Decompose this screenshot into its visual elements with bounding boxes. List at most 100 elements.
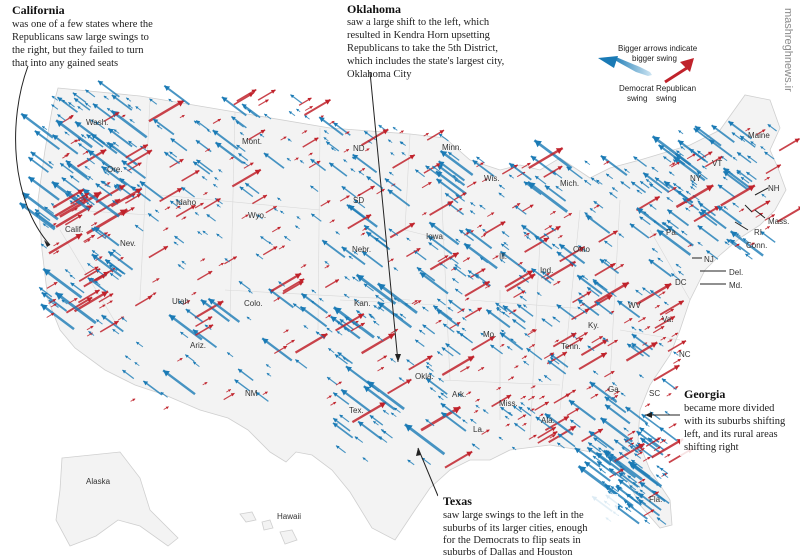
state-label-tex: Tex. bbox=[349, 406, 364, 415]
arrowhead bbox=[544, 401, 549, 406]
arrowhead bbox=[393, 267, 397, 271]
arrowhead bbox=[587, 287, 592, 291]
arrowhead bbox=[285, 329, 289, 333]
arrowhead bbox=[358, 421, 364, 427]
arrowhead bbox=[438, 133, 443, 138]
arrowhead bbox=[797, 206, 800, 210]
arrowhead bbox=[612, 187, 616, 191]
arrowhead bbox=[692, 153, 696, 157]
arrowhead bbox=[455, 238, 459, 242]
arrowhead bbox=[584, 160, 588, 164]
state-label-ariz: Ariz. bbox=[190, 341, 206, 350]
arrowhead bbox=[66, 163, 73, 169]
arrowhead bbox=[60, 163, 65, 167]
arrowhead bbox=[663, 156, 667, 160]
arrowhead bbox=[474, 274, 480, 279]
republican-swing-arrow bbox=[720, 184, 756, 207]
state-label-alaska: Alaska bbox=[86, 477, 111, 486]
state-labels: Wash. Ore. Calif. Nev. Idaho Mont. Wyo. … bbox=[65, 118, 789, 521]
arrowhead bbox=[568, 213, 572, 217]
arrowhead bbox=[617, 300, 623, 306]
democrat-swing-arrow bbox=[212, 129, 239, 151]
arrowhead bbox=[609, 263, 615, 269]
arrowhead bbox=[238, 281, 243, 285]
arrowhead bbox=[475, 410, 479, 413]
arrowhead bbox=[534, 235, 540, 241]
arrowhead bbox=[618, 479, 624, 485]
republican-swing-arrow bbox=[625, 341, 658, 362]
democrat-swing-arrow bbox=[268, 288, 294, 309]
annotation-oklahoma-line-4: which includes the state's largest city, bbox=[347, 56, 504, 67]
state-label-ga: Ga. bbox=[608, 385, 621, 394]
democrat-swing-arrow bbox=[340, 388, 372, 413]
arrowhead bbox=[717, 156, 723, 161]
arrowhead bbox=[436, 178, 443, 185]
arrowhead bbox=[75, 233, 83, 240]
arrowhead bbox=[106, 142, 110, 146]
leader-lines bbox=[15, 65, 769, 497]
arrowhead bbox=[532, 385, 536, 389]
arrowhead bbox=[425, 133, 429, 136]
state-label-nd: ND bbox=[353, 144, 365, 153]
arrowhead bbox=[523, 304, 526, 308]
arrowhead bbox=[596, 205, 600, 208]
arrowhead bbox=[100, 180, 105, 184]
arrowhead bbox=[179, 159, 184, 163]
arrowhead bbox=[274, 208, 277, 211]
annotation-georgia-line-3: left, and its rural areas bbox=[684, 429, 778, 440]
arrowhead bbox=[728, 121, 734, 127]
arrowhead bbox=[678, 140, 685, 146]
arrowhead bbox=[612, 230, 618, 235]
arrowhead bbox=[691, 180, 695, 184]
arrowhead bbox=[314, 137, 319, 142]
arrowhead bbox=[455, 288, 459, 292]
arrowhead bbox=[702, 165, 705, 169]
democrat-swing-arrow bbox=[544, 412, 574, 436]
arrowhead bbox=[331, 219, 335, 223]
arrowhead bbox=[429, 222, 436, 229]
arrowhead bbox=[674, 332, 678, 336]
arrowhead bbox=[690, 186, 694, 189]
state-label-hawaii: Hawaii bbox=[277, 512, 301, 521]
arrowhead bbox=[647, 326, 651, 329]
arrowhead bbox=[682, 198, 688, 203]
democrat-swing-arrow bbox=[163, 84, 191, 106]
democrat-swing-arrow bbox=[588, 430, 615, 451]
arrowhead bbox=[339, 414, 344, 419]
arrowhead bbox=[362, 251, 368, 257]
arrowhead bbox=[632, 482, 637, 486]
arrowhead bbox=[470, 357, 474, 361]
arrowhead bbox=[181, 115, 185, 118]
arrowhead bbox=[676, 150, 680, 154]
democrat-swing-arrow bbox=[404, 423, 446, 456]
arrowhead bbox=[251, 89, 257, 94]
arrowhead bbox=[333, 307, 342, 315]
democrat-swing-arrow bbox=[200, 298, 230, 323]
arrowhead bbox=[409, 154, 415, 160]
arrowhead bbox=[723, 168, 730, 174]
arrowhead bbox=[669, 171, 672, 175]
arrowhead bbox=[352, 276, 356, 280]
arrowhead bbox=[121, 160, 128, 166]
legend-republican-line-1: Republican bbox=[656, 84, 696, 93]
arrowhead bbox=[596, 179, 600, 183]
annotation-california-line-2: Republicans saw large swings to bbox=[12, 32, 149, 43]
democrat-swing-arrow bbox=[376, 301, 413, 329]
arrowhead bbox=[751, 242, 755, 246]
arrowhead bbox=[537, 292, 540, 296]
arrowhead bbox=[656, 517, 661, 521]
democrat-swing-arrow bbox=[40, 303, 75, 331]
arrowhead bbox=[761, 194, 765, 197]
democrat-swing-arrow bbox=[722, 170, 749, 191]
arrowhead bbox=[149, 98, 153, 102]
arrowhead bbox=[111, 95, 117, 100]
arrowhead bbox=[740, 135, 745, 140]
arrowhead bbox=[164, 85, 171, 91]
democrat-swing-arrow bbox=[51, 133, 79, 155]
arrowhead bbox=[794, 138, 800, 143]
arrowhead bbox=[366, 231, 372, 237]
arrowhead bbox=[521, 290, 526, 294]
state-label-nev: Nev. bbox=[120, 239, 136, 248]
arrowhead bbox=[51, 104, 55, 108]
republican-swing-arrow bbox=[360, 332, 396, 355]
